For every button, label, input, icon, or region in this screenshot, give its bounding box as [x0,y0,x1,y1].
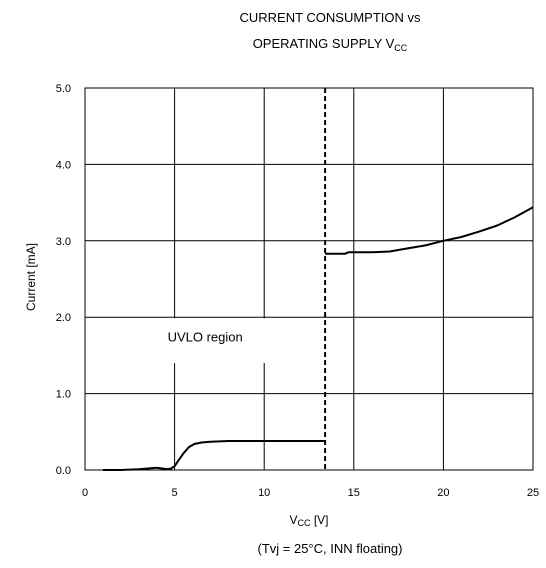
chart-title-line-2: OPERATING SUPPLY VCC [130,36,530,53]
y-tick-label: 0.0 [56,465,71,477]
current-curve-segment-2 [325,206,534,255]
y-tick-label: 4.0 [56,159,71,171]
current-curve-segment-1 [102,440,326,471]
plot-frame [84,87,534,471]
y-tick-label: 5.0 [56,83,71,95]
test-conditions: (Tvj = 25°C, INN floating) [257,541,403,556]
x-tick-label: 25 [527,487,539,499]
uvlo-region-label: UVLO region [168,329,243,344]
x-tick-label: 10 [258,487,270,499]
y-tick-label: 3.0 [56,236,71,248]
y-tick-label: 1.0 [56,389,71,401]
title-main-text: OPERATING SUPPLY V [252,36,395,51]
x-tick-label: 0 [82,487,88,499]
chart-title-line-1: CURRENT CONSUMPTION vs [239,10,421,25]
x-tick-label: 15 [348,487,360,499]
y-axis-label: Current [mA] [24,243,38,311]
y-tick-label: 2.0 [56,312,71,324]
x-tick-label: 20 [437,487,449,499]
x-axis-label: VCC [V] [289,513,328,528]
x-tick-label: 5 [172,487,178,499]
title-subscript: CC [394,43,408,53]
